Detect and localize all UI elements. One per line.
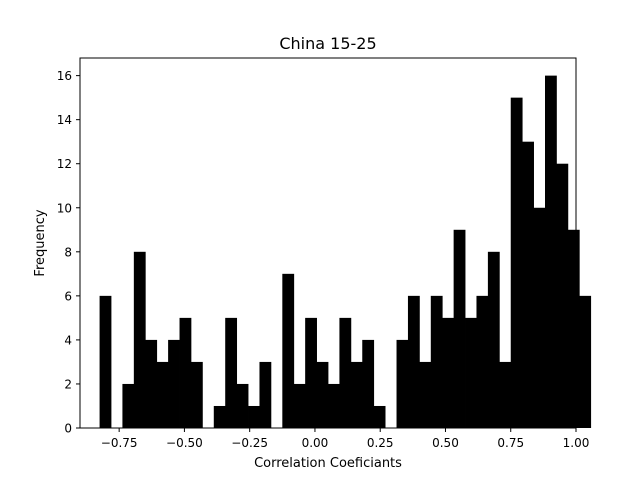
- histogram-bar: [145, 339, 158, 428]
- histogram-bar: [545, 75, 557, 429]
- x-tick-label: −0.50: [166, 436, 203, 450]
- y-tick-label: 0: [64, 422, 72, 436]
- histogram-bar: [248, 405, 260, 428]
- histogram-bar: [567, 229, 580, 428]
- y-tick-label: 16: [57, 69, 72, 83]
- histogram-bar: [316, 361, 329, 428]
- x-axis-ticks: −0.75 −0.50 −0.25 0.00 0.25 0.50 0.75 1.00: [101, 428, 590, 450]
- bars-group: [99, 75, 592, 429]
- y-tick-label: 14: [57, 113, 72, 127]
- histogram-bar: [225, 317, 238, 428]
- histogram-bar: [133, 251, 146, 428]
- x-tick-label: −0.25: [231, 436, 268, 450]
- histogram-bar: [442, 317, 455, 428]
- histogram-bar: [168, 339, 180, 428]
- histogram-bar: [533, 207, 546, 428]
- histogram-bar: [179, 317, 192, 428]
- histogram-bar: [419, 361, 432, 428]
- histogram-bar: [453, 229, 466, 428]
- histogram-bar: [328, 383, 340, 428]
- histogram-bar: [407, 295, 420, 428]
- x-tick-label: 0.75: [497, 436, 524, 450]
- histogram-bar: [579, 295, 592, 428]
- x-tick-label: 0.50: [432, 436, 459, 450]
- y-tick-label: 10: [57, 201, 72, 215]
- histogram-bar: [305, 317, 317, 428]
- x-tick-label: 0.25: [367, 436, 394, 450]
- histogram-bar: [99, 295, 112, 428]
- x-tick-label: 0.00: [302, 436, 329, 450]
- histogram-bar: [190, 361, 203, 428]
- y-tick-label: 2: [64, 377, 72, 391]
- histogram-bar: [373, 405, 386, 428]
- y-tick-label: 4: [64, 333, 72, 347]
- histogram-bar: [510, 97, 523, 428]
- y-tick-label: 8: [64, 245, 72, 259]
- histogram-bar: [156, 361, 169, 428]
- y-tick-label: 12: [57, 157, 72, 171]
- histogram-bar: [236, 383, 249, 428]
- histogram-bar: [430, 295, 443, 428]
- histogram-bar: [556, 163, 569, 428]
- histogram-bar: [350, 361, 363, 428]
- histogram-bar: [259, 361, 272, 428]
- histogram-bar: [487, 251, 500, 428]
- histogram-bar: [362, 339, 375, 428]
- plot-frame: [79, 57, 577, 429]
- histogram-bar: [122, 383, 135, 428]
- y-axis-label: Frequency: [33, 209, 48, 276]
- histogram-bar: [499, 361, 512, 428]
- histogram-bar: [213, 405, 226, 428]
- x-axis-label: Correlation Coeficiants: [254, 456, 402, 471]
- histogram-bar: [476, 295, 489, 428]
- histogram-bar: [396, 339, 409, 428]
- histogram-bar: [339, 317, 352, 428]
- histogram-bar: [522, 141, 534, 428]
- histogram-bar: [293, 383, 306, 428]
- x-tick-label: 1.00: [563, 436, 590, 450]
- y-tick-label: 6: [64, 289, 72, 303]
- histogram-bar: [465, 317, 477, 428]
- y-axis-ticks: 0 2 4 6 8 10 12 14 16: [57, 69, 80, 436]
- histogram-bar: [282, 273, 295, 428]
- chart-title: China 15-25: [279, 34, 376, 53]
- x-tick-label: −0.75: [101, 436, 138, 450]
